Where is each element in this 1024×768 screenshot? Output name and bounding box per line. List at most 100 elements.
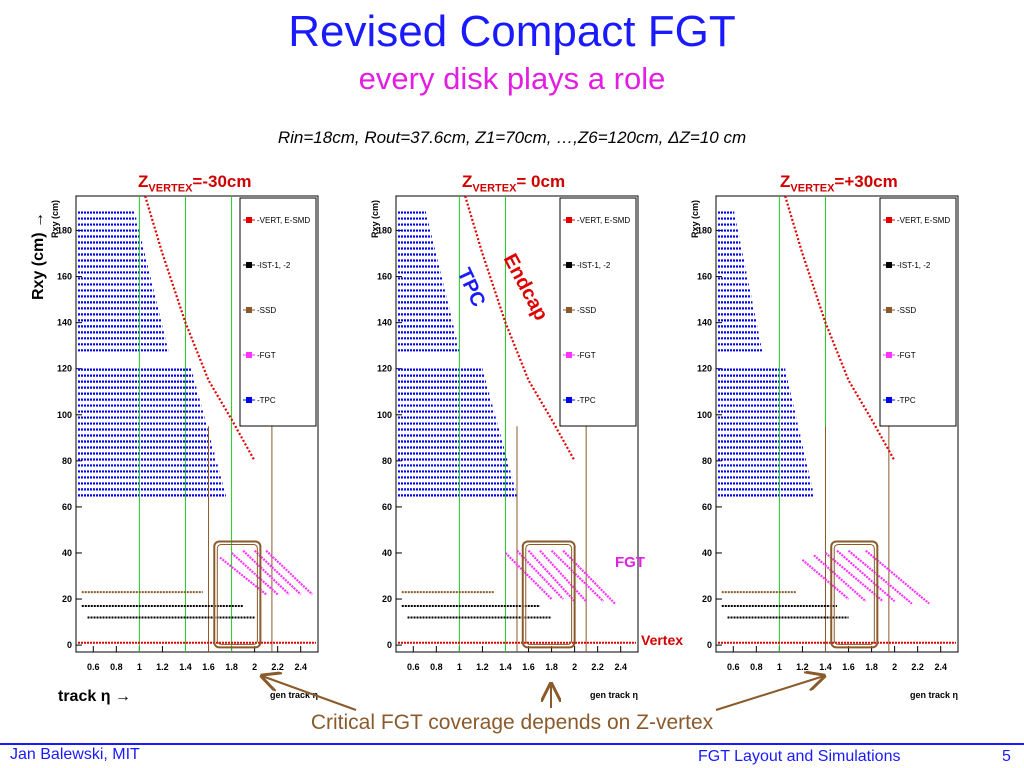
chart-panel-1: 0 20 40 60 80 100 120 140 160 180 0.6 0.8 1 1.2 1.4 1.6… xyxy=(370,195,683,700)
footer-divider xyxy=(0,743,1024,745)
y-tick-label: 140 xyxy=(377,318,392,328)
x-tick-label: 0.8 xyxy=(110,662,123,672)
y-tick-label: 140 xyxy=(697,318,712,328)
legend-entry: -VERT, E-SMD xyxy=(257,216,310,225)
y-tick-label: 0 xyxy=(707,640,712,650)
tpc-upper-hits xyxy=(78,211,169,352)
y-tick-label: 40 xyxy=(702,548,712,558)
fgt-disk-hits xyxy=(516,549,564,600)
fgt-disk-hits xyxy=(504,552,553,600)
x-tick-label: 2.2 xyxy=(271,662,284,672)
y-axis-label: Rxy (cm) xyxy=(690,200,700,238)
y-axis-label: Rxy (cm) xyxy=(370,200,380,238)
x-tick-label: 0.6 xyxy=(407,662,420,672)
legend-box xyxy=(239,197,317,427)
geometry-params: Rin=18cm, Rout=37.6cm, Z1=70cm, …,Z6=120… xyxy=(277,128,747,147)
x-axis-label: gen track η xyxy=(270,690,318,700)
x-tick-label: 1.2 xyxy=(156,662,169,672)
fgt-disk-hits xyxy=(527,549,576,603)
critical-coverage-box xyxy=(213,540,262,649)
chart-panel-0: 0 20 40 60 80 100 120 140 160 180 0.6 0.8 1 1.2 1.4 1.6… xyxy=(50,195,319,700)
x-axis-label: gen track η xyxy=(910,690,958,700)
x-tick-label: 0.8 xyxy=(430,662,443,672)
y-tick-label: 180 xyxy=(697,226,712,236)
callout-arrow xyxy=(262,676,357,711)
vert-esmd-curve xyxy=(464,195,576,462)
x-tick-label: 1.6 xyxy=(842,662,855,672)
x-tick-label: 1.4 xyxy=(499,662,512,672)
legend-entry: -TPC xyxy=(577,396,596,405)
x-tick-label: 1 xyxy=(137,662,142,672)
legend-entry: -SSD xyxy=(577,306,596,315)
legend-entry: -VERT, E-SMD xyxy=(577,216,630,225)
y-tick-label: 80 xyxy=(702,456,712,466)
x-tick-label: 0.6 xyxy=(727,662,740,672)
legend-entry: -IST-1, -2 xyxy=(257,261,291,270)
legend-entry: -TPC xyxy=(897,396,916,405)
legend-entry: -SSD xyxy=(897,306,916,315)
critical-coverage-box-inner xyxy=(525,543,573,645)
x-tick-label: 1.8 xyxy=(545,662,558,672)
y-tick-label: 0 xyxy=(387,640,392,650)
tpc-upper-hits xyxy=(718,211,763,352)
vert-esmd-curve xyxy=(144,195,256,462)
y-tick-label: 120 xyxy=(57,364,72,374)
x-tick-label: 1.2 xyxy=(796,662,809,672)
critical-note: Critical FGT coverage depends on Z-verte… xyxy=(310,711,714,734)
y-tick-label: 60 xyxy=(382,502,392,512)
x-tick-label: 1.4 xyxy=(819,662,832,672)
vertex-label-0: ZVERTEX= 0cm xyxy=(462,172,566,195)
critical-coverage-box-inner xyxy=(833,543,875,645)
x-tick-label: 1 xyxy=(777,662,782,672)
critical-coverage-box xyxy=(830,540,879,649)
legend-entry: -FGT xyxy=(577,351,596,360)
fgt-disk-hits xyxy=(242,549,290,596)
x-tick-label: 1.2 xyxy=(476,662,489,672)
slide-subtitle: every disk plays a role xyxy=(358,61,666,96)
y-tick-label: 120 xyxy=(697,364,712,374)
fgt-disk-hits xyxy=(824,552,884,603)
critical-coverage-box-inner xyxy=(216,543,258,645)
legend-entry: -FGT xyxy=(897,351,916,360)
chart-panel-2: 0 20 40 60 80 100 120 140 160 180 0.6 0.8 1 1.2 1.4 1.6… xyxy=(690,195,959,700)
y-tick-label: 180 xyxy=(57,226,72,236)
footer-talk-title: FGT Layout and Simulations xyxy=(698,748,901,765)
y-tick-label: 160 xyxy=(377,272,392,282)
fgt-disk-hits xyxy=(230,552,279,596)
y-tick-label: 60 xyxy=(62,502,72,512)
fgt-disk-hits xyxy=(550,549,605,603)
legend-entry: -IST-1, -2 xyxy=(577,261,611,270)
y-tick-label: 160 xyxy=(697,272,712,282)
y-tick-label: 40 xyxy=(382,548,392,558)
x-tick-label: 2.4 xyxy=(294,662,307,672)
y-tick-label: 20 xyxy=(382,594,392,604)
legend-entry: -IST-1, -2 xyxy=(897,261,931,270)
y-tick-label: 80 xyxy=(382,456,392,466)
x-tick-label: 2.4 xyxy=(614,662,627,672)
y-tick-label: 0 xyxy=(67,640,72,650)
x-axis-label: gen track η xyxy=(590,690,638,700)
x-tick-label: 0.8 xyxy=(750,662,763,672)
x-tick-label: 0.6 xyxy=(87,662,100,672)
x-tick-label: 2 xyxy=(892,662,897,672)
y-tick-label: 120 xyxy=(377,364,392,374)
tpc-upper-hits xyxy=(398,211,460,352)
y-tick-label: 80 xyxy=(62,456,72,466)
y-tick-label: 100 xyxy=(57,410,72,420)
y-tick-label: 40 xyxy=(62,548,72,558)
fgt-disk-hits xyxy=(836,549,896,603)
page-number: 5 xyxy=(1002,748,1011,765)
x-tick-label: 2.2 xyxy=(911,662,924,672)
y-tick-label: 20 xyxy=(702,594,712,604)
tpc-lower-hits xyxy=(398,368,517,497)
legend-entry: -FGT xyxy=(257,351,276,360)
slide-title: Revised Compact FGT xyxy=(288,7,736,56)
fgt-disk-hits xyxy=(813,554,867,603)
footer-author: Jan Balewski, MIT xyxy=(10,746,140,763)
legend-entry: -SSD xyxy=(257,306,276,315)
fgt-disk-hits xyxy=(539,549,587,603)
fgt-disk-hits xyxy=(253,549,302,596)
x-tick-label: 1 xyxy=(457,662,462,672)
y-axis-label: Rxy (cm) xyxy=(50,200,60,238)
